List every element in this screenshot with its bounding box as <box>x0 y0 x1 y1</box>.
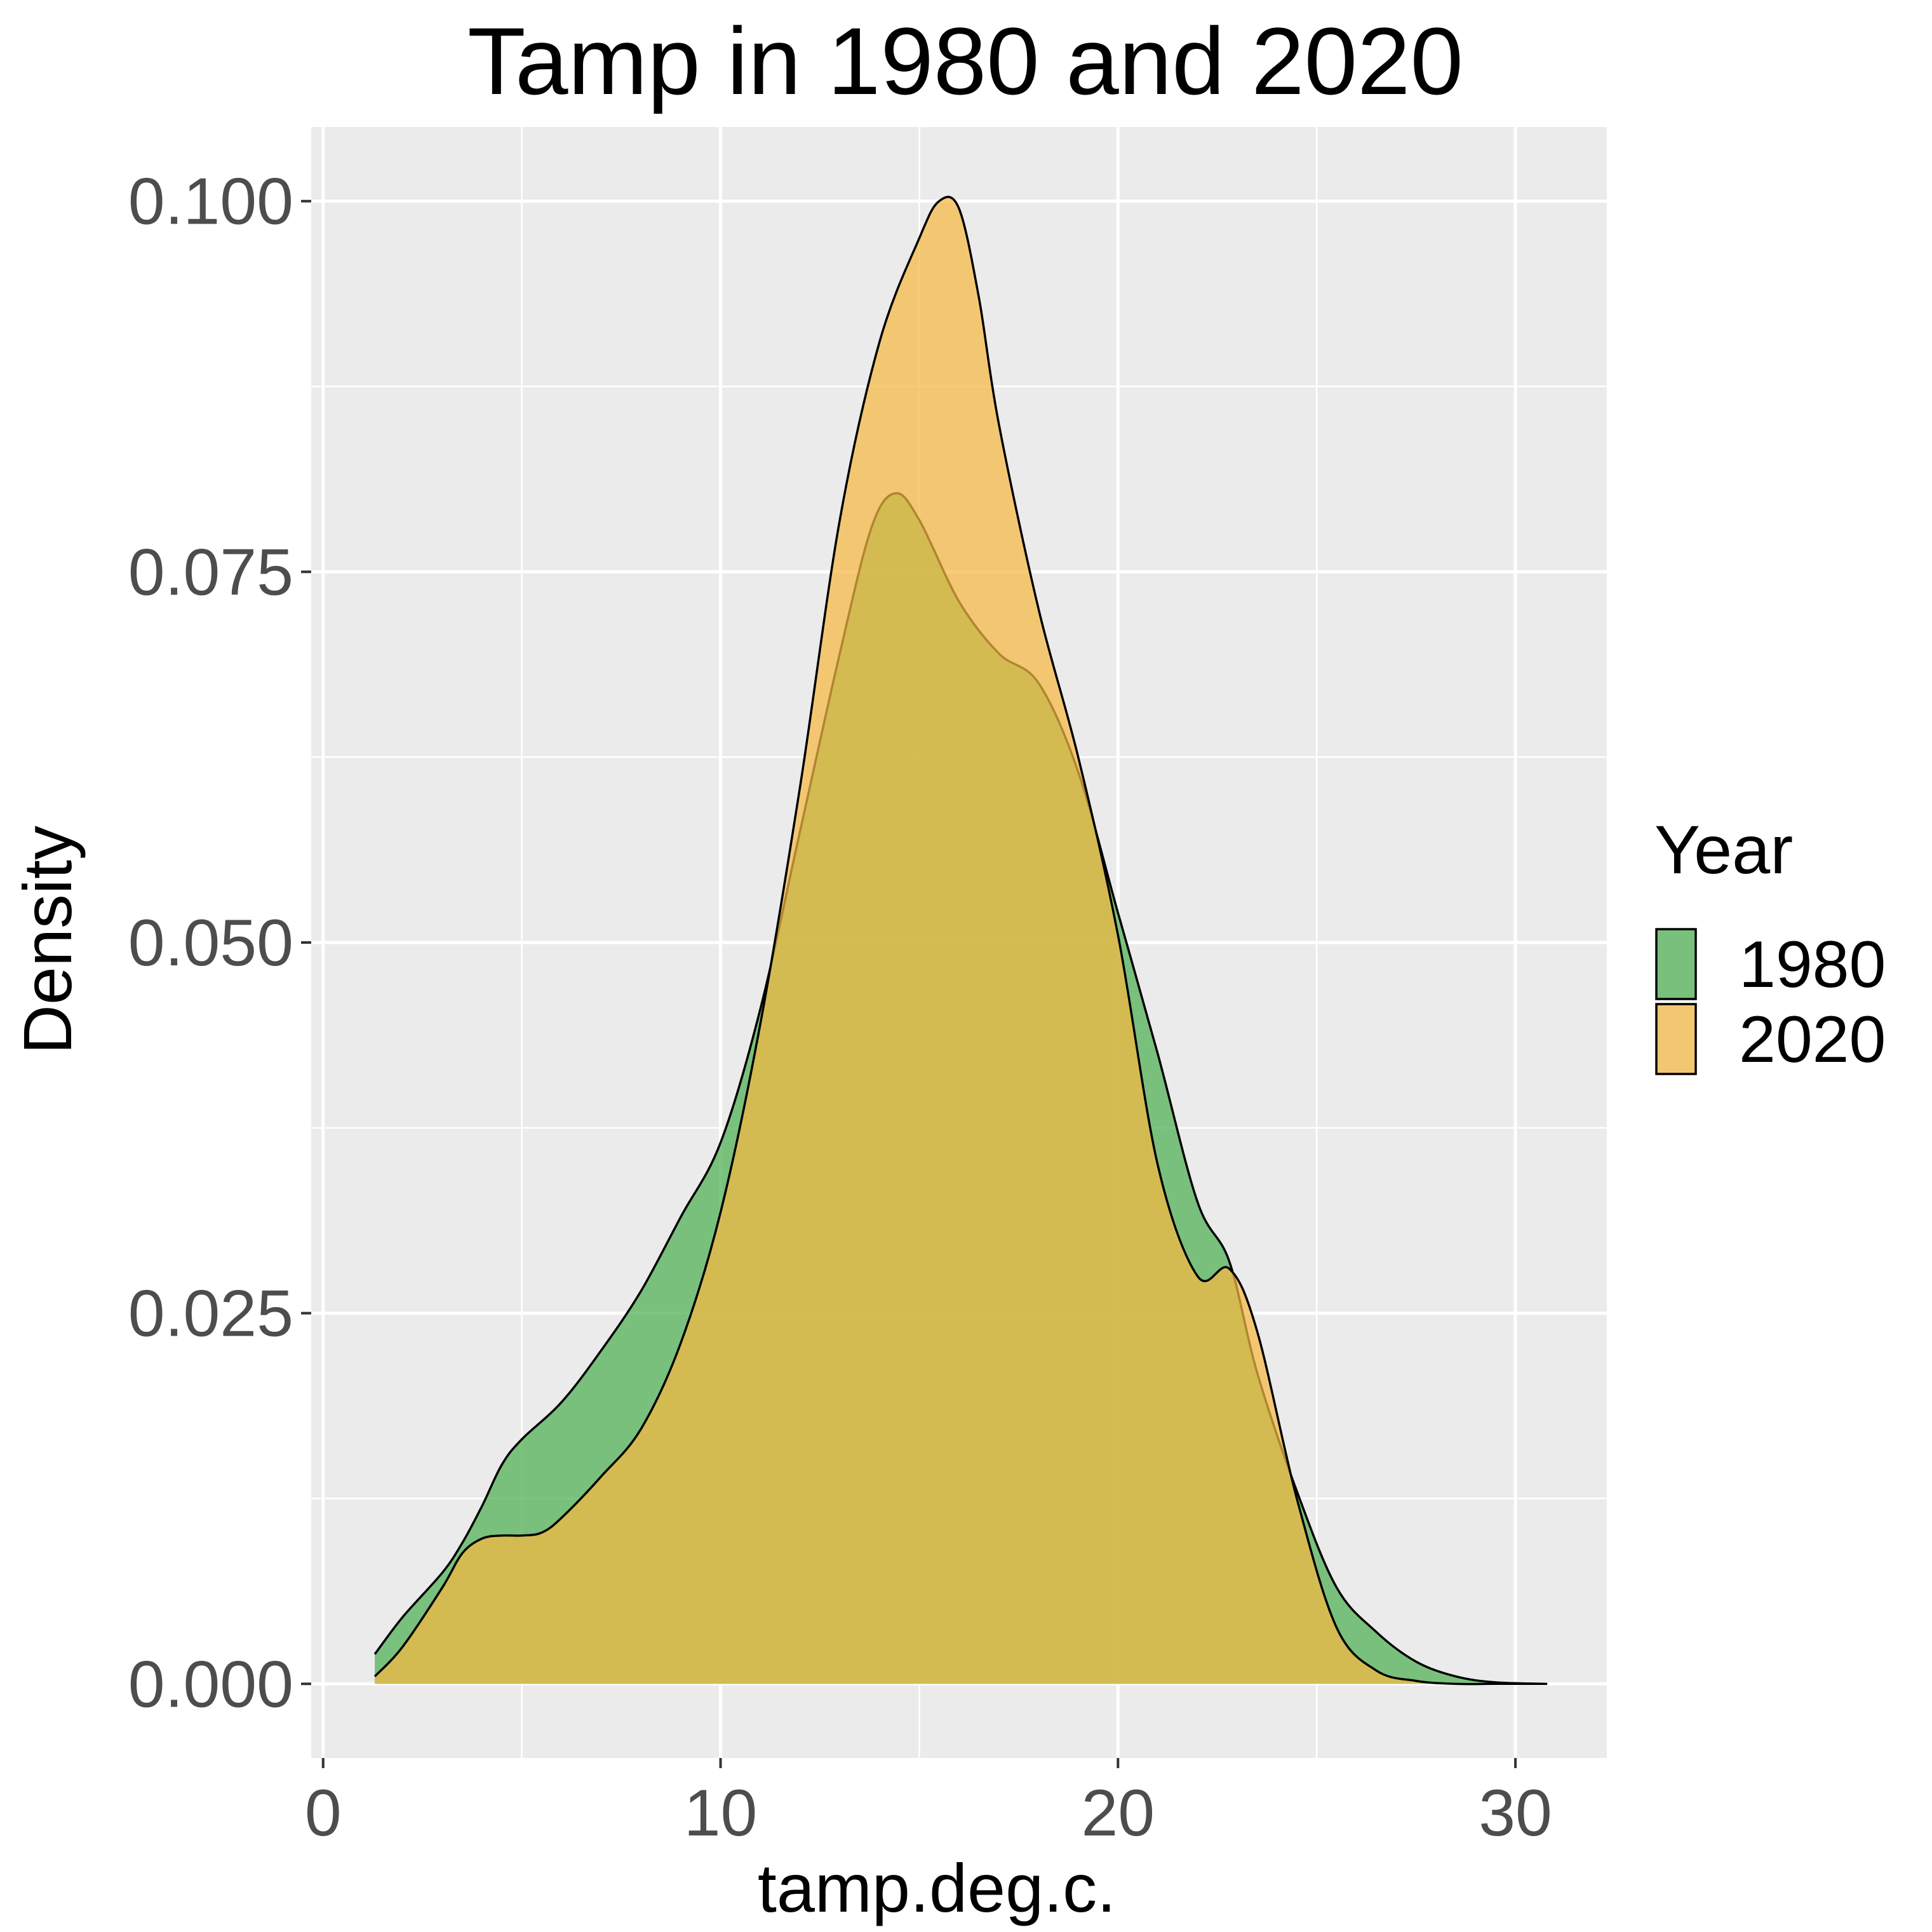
y-tick-label: 0.075 <box>128 535 293 609</box>
legend-swatch-2020 <box>1655 1003 1697 1075</box>
axes: 0 10 20 30 0.000 0.025 0.050 0.075 0.100 <box>128 165 1552 1850</box>
density-line-2020 <box>373 196 1548 1686</box>
y-tick-label: 0.050 <box>128 906 293 980</box>
legend-title: Year <box>1654 811 1793 888</box>
legend-swatch-1980 <box>1655 928 1697 1000</box>
legend-item-1980: 1980 <box>1655 928 1886 1002</box>
y-tick-label: 0.000 <box>128 1647 293 1721</box>
x-tick-label: 30 <box>1479 1776 1552 1850</box>
legend-item-2020: 2020 <box>1655 1003 1886 1077</box>
y-axis-title: Density <box>9 826 86 1054</box>
series-areas <box>373 196 1548 1686</box>
chart-title: Tamp in 1980 and 2020 <box>467 8 1463 114</box>
y-tick-label: 0.025 <box>128 1277 293 1351</box>
x-tick-label: 10 <box>684 1776 758 1850</box>
x-axis-title: tamp.deg.c. <box>758 1849 1116 1926</box>
density-area-2020 <box>375 197 1548 1684</box>
y-tick-label: 0.100 <box>128 165 293 239</box>
x-tick-label: 0 <box>305 1776 342 1850</box>
legend-label-2020: 2020 <box>1739 1003 1886 1077</box>
x-tick-label: 20 <box>1081 1776 1155 1850</box>
legend-label-1980: 1980 <box>1739 928 1886 1002</box>
